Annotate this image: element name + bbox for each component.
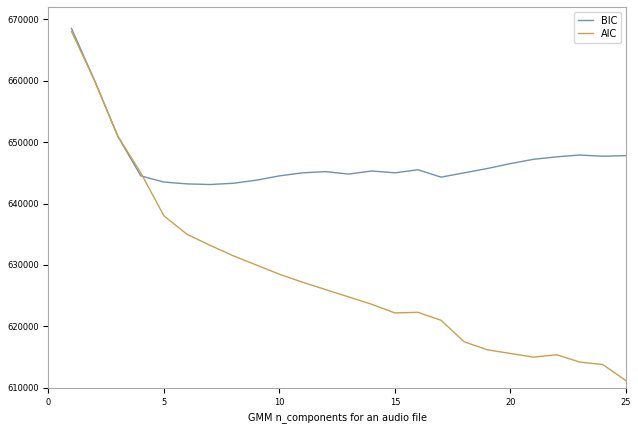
AIC [229, 253, 237, 258]
BIC [68, 26, 75, 31]
AIC [206, 243, 214, 248]
AIC [622, 378, 630, 383]
BIC [183, 181, 191, 187]
AIC [484, 347, 491, 352]
BIC [276, 173, 283, 178]
BIC [484, 166, 491, 171]
AIC [460, 339, 468, 344]
Line: AIC: AIC [71, 31, 626, 381]
BIC [322, 169, 329, 174]
BIC [460, 170, 468, 175]
BIC [414, 167, 422, 172]
BIC [391, 170, 399, 175]
BIC [368, 169, 376, 174]
BIC [599, 154, 607, 159]
AIC [91, 78, 98, 83]
AIC [530, 355, 537, 360]
AIC [253, 262, 260, 267]
BIC [114, 133, 121, 138]
AIC [137, 170, 145, 175]
AIC [368, 302, 376, 307]
AIC [345, 295, 352, 300]
BIC [160, 179, 168, 184]
Legend: BIC, AIC: BIC, AIC [574, 12, 621, 43]
AIC [391, 310, 399, 316]
AIC [68, 29, 75, 34]
BIC [137, 173, 145, 178]
BIC [253, 178, 260, 183]
BIC [345, 172, 352, 177]
AIC [575, 359, 583, 365]
AIC [299, 280, 306, 285]
AIC [553, 352, 560, 357]
BIC [622, 153, 630, 158]
BIC [437, 175, 445, 180]
AIC [183, 232, 191, 237]
AIC [599, 362, 607, 367]
AIC [414, 310, 422, 315]
BIC [91, 78, 98, 83]
BIC [229, 181, 237, 186]
AIC [507, 351, 514, 356]
BIC [507, 161, 514, 166]
AIC [160, 213, 168, 218]
BIC [575, 152, 583, 157]
X-axis label: GMM n_components for an audio file: GMM n_components for an audio file [248, 412, 427, 423]
BIC [299, 170, 306, 175]
BIC [530, 157, 537, 162]
AIC [114, 133, 121, 138]
AIC [322, 287, 329, 292]
Line: BIC: BIC [71, 28, 626, 184]
AIC [437, 318, 445, 323]
AIC [276, 272, 283, 277]
BIC [553, 154, 560, 160]
BIC [206, 182, 214, 187]
